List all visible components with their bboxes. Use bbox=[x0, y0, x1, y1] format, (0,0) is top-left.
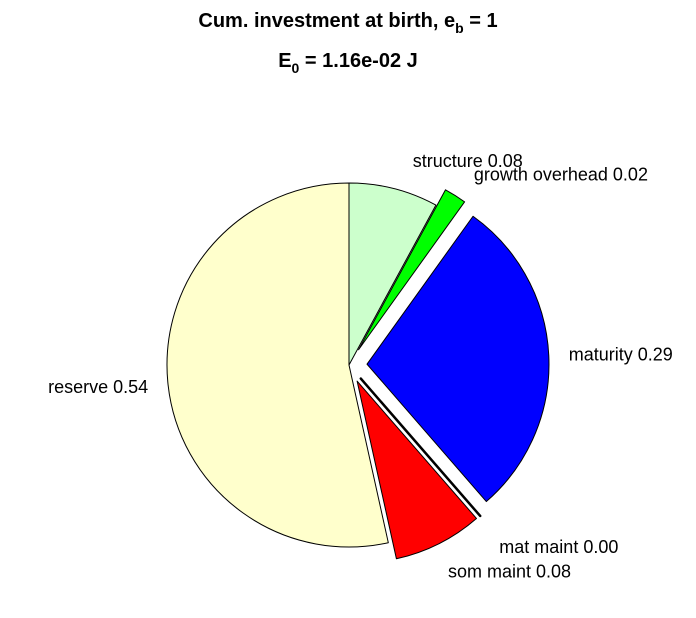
slice-growth-overhead bbox=[358, 189, 466, 351]
slice-label-growth-overhead: growth overhead 0.02 bbox=[474, 165, 648, 185]
title-line2-subscript: 0 bbox=[292, 60, 300, 76]
title-line2-prefix: E bbox=[278, 50, 291, 72]
title-line1-subscript: b bbox=[455, 20, 464, 36]
slice-label-som-maint: som maint 0.08 bbox=[448, 561, 571, 581]
pie-slices bbox=[166, 182, 550, 560]
title-line1-prefix: Cum. investment at birth, e bbox=[198, 10, 455, 32]
slice-mat-maint bbox=[359, 377, 482, 518]
slice-maturity bbox=[366, 215, 550, 503]
slice-structure bbox=[348, 182, 437, 366]
slice-som-maint bbox=[356, 380, 477, 560]
slice-reserve bbox=[166, 182, 389, 548]
title-line1-suffix: = 1 bbox=[464, 10, 498, 32]
title-line2-suffix: = 1.16e-02 J bbox=[299, 50, 417, 72]
slice-label-maturity: maturity 0.29 bbox=[569, 345, 673, 365]
chart-subtitle: E0 = 1.16e-02 J bbox=[278, 50, 418, 76]
slice-label-reserve: reserve 0.54 bbox=[48, 377, 148, 397]
chart-title: Cum. investment at birth, eb = 1 bbox=[198, 10, 497, 36]
slice-label-mat-maint: mat maint 0.00 bbox=[499, 537, 618, 557]
slice-label-structure: structure 0.08 bbox=[413, 151, 523, 171]
